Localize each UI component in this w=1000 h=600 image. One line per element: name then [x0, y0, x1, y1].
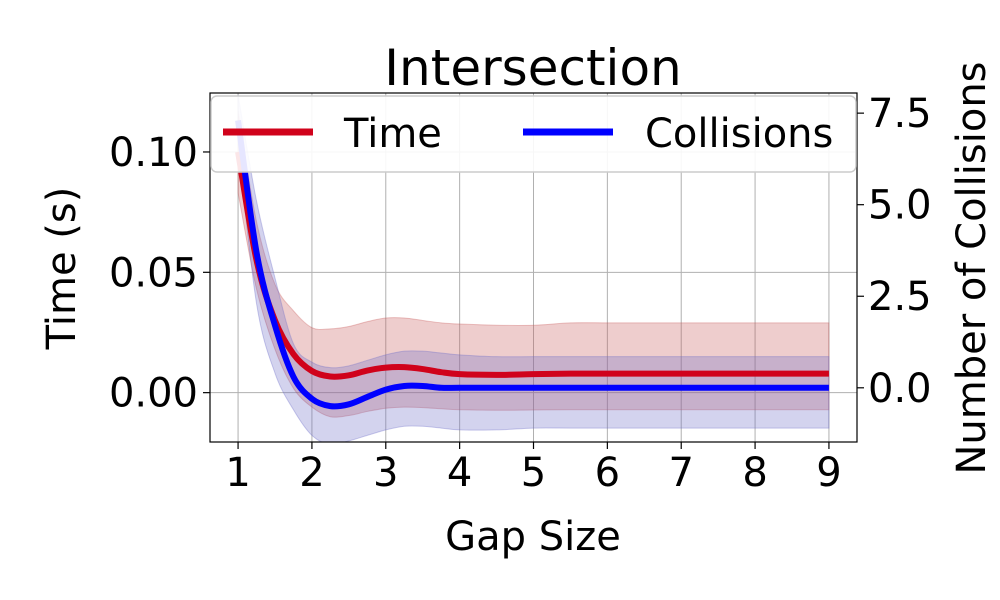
band-time: [237, 110, 830, 418]
x-tick-label-1: 2: [299, 450, 324, 496]
series-layer: [235, 94, 830, 442]
x-tick-label-8: 9: [816, 450, 841, 496]
x-tick-label-3: 4: [447, 450, 472, 496]
x-axis-title: Gap Size: [445, 514, 621, 560]
band-collisions: [237, 94, 830, 442]
y-right-tick-label-1: 2.5: [868, 274, 932, 320]
legend: Time Collisions: [210, 95, 857, 173]
y-right-tick-label-2: 5.0: [868, 183, 932, 229]
legend-label-time: Time: [343, 111, 442, 157]
x-tick-label-5: 6: [595, 450, 620, 496]
y-right-tick-label-0: 0.0: [868, 366, 932, 412]
x-tick-label-7: 8: [742, 450, 767, 496]
line-collisions: [235, 120, 829, 410]
x-tick-label-0: 1: [225, 450, 250, 496]
y-left-tick-label-2: 0.10: [109, 130, 198, 176]
y-left-axis-title: Time (s): [39, 187, 85, 351]
y-right-axis-title: Number of Collisions: [949, 61, 995, 474]
y-left-tick-label-1: 0.05: [109, 250, 198, 296]
x-tick-label-6: 7: [668, 450, 693, 496]
chart-title: Intersection: [384, 39, 681, 97]
x-tick-label-2: 3: [373, 450, 398, 496]
x-tick-label-4: 5: [521, 450, 546, 496]
y-right-tick-label-3: 7.5: [868, 91, 932, 137]
line-time: [235, 151, 829, 380]
y-left-tick-label-0: 0.00: [109, 371, 198, 417]
legend-label-collisions: Collisions: [645, 111, 833, 157]
